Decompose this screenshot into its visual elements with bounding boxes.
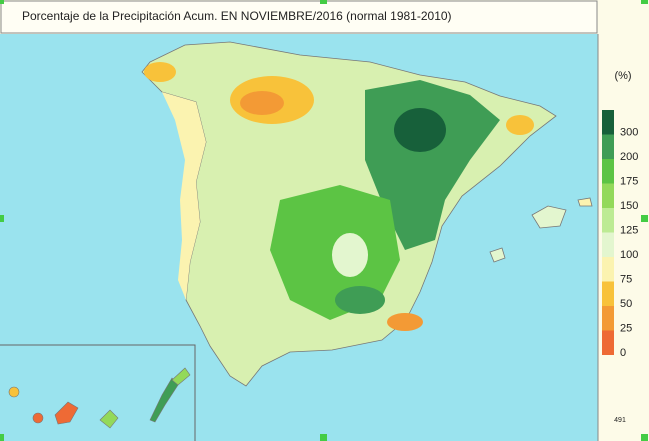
legend-label: 25 xyxy=(620,322,632,334)
legend-swatch xyxy=(602,306,614,331)
normal-area xyxy=(332,233,368,277)
legend-swatch xyxy=(602,257,614,282)
handle xyxy=(320,0,327,4)
dry-area xyxy=(506,115,534,135)
inset-frame xyxy=(0,344,196,441)
legend-swatch xyxy=(602,159,614,184)
canary-island xyxy=(8,386,20,398)
handle xyxy=(641,434,648,441)
handle xyxy=(0,0,4,4)
balearic-island xyxy=(489,247,506,263)
legend-label: 300 xyxy=(620,126,638,138)
legend-swatch xyxy=(602,183,614,208)
west-area xyxy=(162,92,206,300)
canary-island xyxy=(32,412,44,424)
balearic-island xyxy=(531,205,567,229)
balearic-island xyxy=(577,197,593,207)
legend-label: 50 xyxy=(620,298,632,310)
canary-island xyxy=(99,409,119,429)
handle xyxy=(0,434,4,441)
canary-island xyxy=(171,367,191,386)
canary-island xyxy=(54,401,79,425)
legend-unit: (%) xyxy=(614,70,631,82)
legend-label: 75 xyxy=(620,273,632,285)
handle xyxy=(320,434,327,441)
dry-area xyxy=(240,91,284,115)
legend-swatch xyxy=(602,110,614,135)
legend-swatch xyxy=(602,208,614,233)
legend-label: 125 xyxy=(620,224,638,236)
wet-area xyxy=(335,286,385,314)
very-wet-area xyxy=(394,108,446,152)
title: Porcentaje de la Precipitación Acum. EN … xyxy=(22,9,452,23)
footer-code: 491 xyxy=(614,417,626,424)
dry-area xyxy=(387,313,423,331)
legend-label: 100 xyxy=(620,249,638,261)
legend-swatch xyxy=(602,134,614,159)
legend-label: 0 xyxy=(620,347,626,359)
legend-label: 175 xyxy=(620,175,638,187)
handle xyxy=(641,215,648,222)
legend-label: 200 xyxy=(620,151,638,163)
legend-swatch xyxy=(602,330,614,355)
dry-area xyxy=(144,62,176,82)
handle xyxy=(0,215,4,222)
handle xyxy=(641,0,648,4)
legend-label: 150 xyxy=(620,200,638,212)
legend-swatch xyxy=(602,281,614,306)
legend-swatch xyxy=(602,232,614,257)
title-box xyxy=(0,0,598,34)
